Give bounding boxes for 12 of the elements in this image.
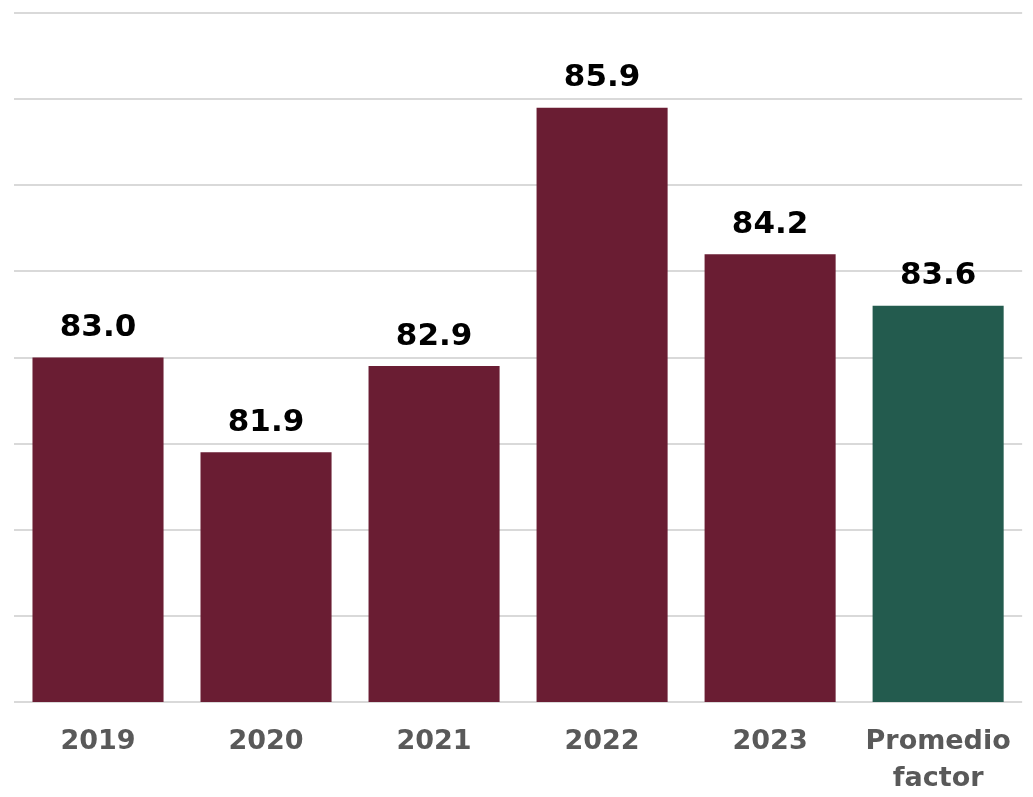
x-tick-label: 2022 (564, 724, 640, 756)
data-label: 82.9 (395, 315, 473, 352)
data-label: 83.6 (899, 255, 977, 292)
x-tick-label: Promedio factor (865, 724, 1011, 792)
data-label: 84.2 (731, 203, 809, 240)
x-tick-label: 2020 (228, 724, 304, 756)
data-label: 83.0 (59, 307, 137, 344)
x-tick-label: 2023 (732, 724, 808, 756)
x-tick-label: 2019 (60, 724, 136, 756)
data-label: 85.9 (563, 57, 641, 94)
data-label: 81.9 (227, 401, 305, 438)
x-tick-label: 2021 (396, 724, 472, 756)
